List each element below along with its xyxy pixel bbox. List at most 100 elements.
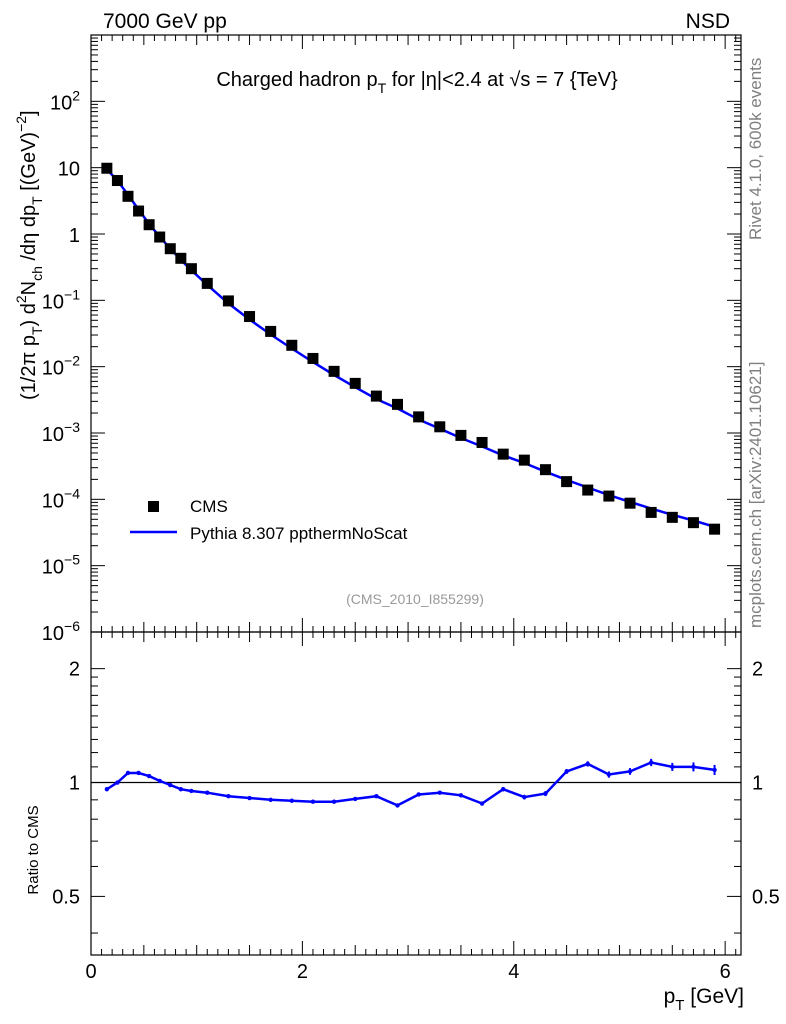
cms-data-point [603, 490, 615, 502]
ratio-data-point [353, 796, 358, 802]
ratio-data-point [168, 782, 173, 788]
chart-generated-layer: 0 2 4 6 10−6 10−5 10−4 10−3 10−2 10−1 1 10 102 0.5 0.5… [42, 34, 780, 983]
ratio-data-point [157, 778, 162, 784]
main-y-tick-label: 10−3 [42, 419, 80, 446]
pythia-curve [105, 168, 715, 528]
ratio-data-point [458, 793, 464, 798]
cms-data-point [201, 277, 213, 289]
ratio-data-point [395, 803, 400, 808]
main-y-tick-label: 10−6 [42, 618, 80, 645]
cms-data-point [709, 523, 721, 535]
main-y-tick-label: 10−5 [42, 552, 80, 579]
x-tick-label: 6 [720, 961, 731, 983]
ratio-data-point [125, 770, 131, 776]
cms-data-point [122, 190, 134, 202]
ratio-data-point [374, 794, 379, 799]
main-y-tick-label: 102 [50, 87, 80, 114]
cms-data-point [286, 339, 298, 351]
x-tick-label: 4 [508, 961, 519, 983]
legend-cms-label: CMS [190, 497, 228, 516]
cms-data-point [518, 454, 530, 466]
cms-data-point [101, 162, 113, 174]
legend: CMS Pythia 8.307 ppthermNoScat [130, 497, 408, 543]
main-chart-title: Charged hadron pT for |η|<2.4 at √s = 7 … [216, 69, 618, 96]
ratio-data-point [564, 769, 569, 774]
ratio-data-point [226, 794, 231, 799]
ratio-y-tick-label-right: 0.5 [752, 886, 780, 908]
cms-data-point [164, 243, 176, 255]
x-tick-label: 2 [297, 961, 308, 983]
ratio-y-axis-label: Ratio to CMS [25, 805, 42, 894]
main-y-tick-label: 10 [58, 159, 80, 181]
ratio-y-tick-label: 0.5 [52, 886, 80, 908]
main-y-tick-label: 10−1 [42, 286, 80, 313]
legend-cms-marker [148, 501, 159, 512]
ratio-y-tick-label: 2 [69, 659, 80, 681]
cms-data-point [455, 429, 467, 441]
ratio-data-point [115, 780, 120, 785]
main-y-axis-label: (1/2π pT) d2Nch /dη dpT [(GeV)−2] [13, 110, 45, 400]
ratio-data-point [331, 799, 337, 804]
cms-data-point [133, 205, 145, 217]
ratio-data-point [691, 764, 696, 770]
cms-data-point [370, 390, 382, 402]
main-y-tick-label: 10−2 [42, 353, 80, 380]
ratio-data-point [146, 773, 152, 779]
ratio-plot-frame [90, 631, 742, 956]
ratio-data-point [500, 787, 506, 792]
cms-data-point [645, 506, 657, 518]
ratio-data-point [247, 795, 252, 801]
cms-data-point [666, 511, 678, 523]
rivet-version-label: Rivet 4.1.0, 600k events [746, 58, 765, 240]
cms-data-point [154, 231, 166, 243]
ratio-data-point [648, 760, 654, 765]
cms-data-point [539, 464, 551, 476]
cms-data-point [175, 252, 187, 264]
cms-data-point [244, 311, 256, 323]
cms-data-point [624, 497, 636, 509]
ratio-data-point [189, 788, 194, 794]
cms-data-point [265, 325, 277, 337]
cms-data-point [413, 411, 425, 423]
cms-data-point [497, 448, 509, 460]
cms-data-point [687, 517, 699, 529]
ratio-data-point [178, 787, 184, 792]
cms-data-point [434, 421, 446, 433]
header-energy-label: 7000 GeV pp [103, 10, 227, 33]
ratio-data-point [268, 797, 273, 803]
main-y-tick-label: 10−4 [42, 485, 80, 512]
ratio-data-point [104, 787, 110, 792]
cms-data-point [349, 377, 361, 389]
ratio-data-point [437, 790, 442, 795]
cms-data-point [392, 398, 404, 410]
ratio-data-point [585, 761, 590, 767]
analysis-id-watermark: (CMS_2010_I855299) [346, 591, 484, 607]
ratio-data-point [416, 792, 421, 797]
ratio-data-point [310, 799, 316, 804]
cms-data-point [143, 219, 155, 231]
legend-pythia-label: Pythia 8.307 ppthermNoScat [190, 524, 408, 543]
cms-data-point [476, 436, 488, 448]
ratio-y-tick-label: 1 [69, 773, 80, 795]
ratio-y-tick-label-right: 2 [752, 659, 763, 681]
x-tick-label: 0 [85, 961, 96, 983]
x-axis-label: pT [GeV] [664, 985, 744, 1014]
cms-data-point [561, 476, 573, 488]
ratio-data-point [712, 767, 717, 773]
ratio-curve [106, 761, 715, 807]
cms-data-point [222, 295, 234, 307]
cms-data-point [185, 263, 197, 275]
ratio-data-point [479, 801, 485, 806]
header-process-label: NSD [686, 10, 730, 33]
cms-data-point [307, 352, 319, 364]
ratio-data-point [205, 790, 210, 795]
main-plot-frame [90, 34, 742, 633]
cms-data-point [328, 365, 340, 377]
ratio-data-point [606, 772, 612, 777]
cms-data-point [111, 175, 123, 187]
cms-data-point [582, 484, 594, 496]
ratio-y-tick-label-right: 1 [752, 773, 763, 795]
mcplots-url-label: mcplots.cern.ch [arXiv:2401.10621] [746, 362, 765, 628]
ratio-data-point [136, 770, 141, 776]
